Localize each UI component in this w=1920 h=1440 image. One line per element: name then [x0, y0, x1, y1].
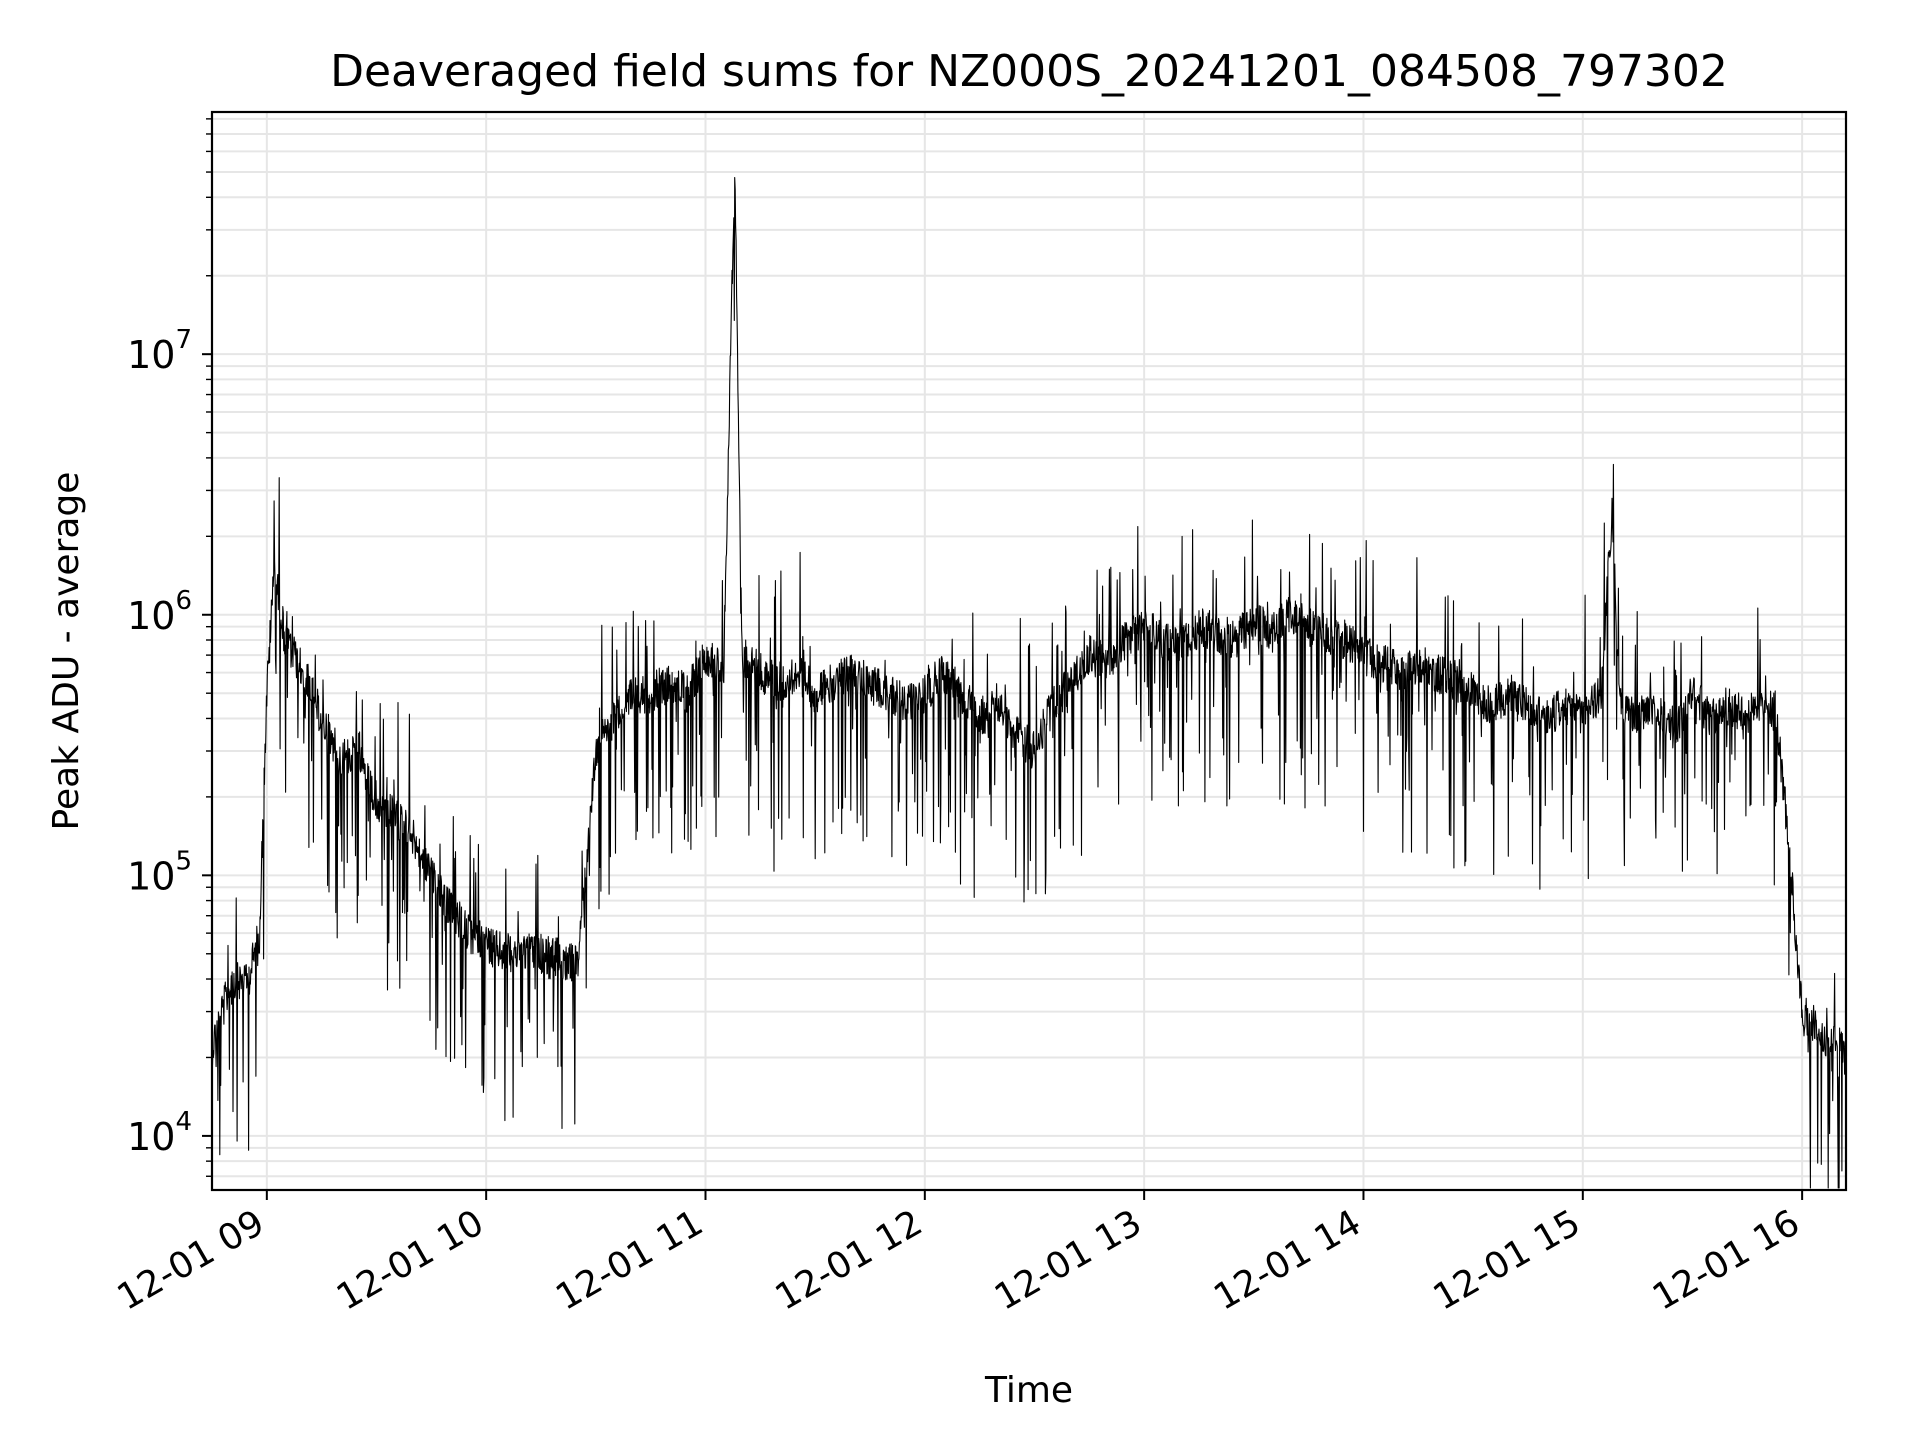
- y-tick-exponent: 5: [175, 846, 192, 876]
- plot-frame: [210, 110, 1848, 1192]
- y-tick-label: 106: [127, 586, 192, 638]
- y-tick-exponent: 6: [175, 586, 192, 616]
- y-tick-label: 107: [127, 325, 192, 377]
- y-tick-base: 10: [127, 854, 175, 898]
- y-tick-label: 105: [127, 846, 192, 898]
- y-tick-base: 10: [127, 333, 175, 377]
- y-tick-exponent: 7: [175, 325, 192, 355]
- y-axis-label: Peak ADU - average: [46, 472, 87, 831]
- chart-title: Deaveraged field sums for NZ000S_2024120…: [330, 46, 1728, 97]
- y-tick-label: 104: [127, 1107, 192, 1159]
- y-tick-base: 10: [127, 1115, 175, 1159]
- series-line: [212, 176, 1846, 1189]
- y-tick-base: 10: [127, 594, 175, 638]
- x-axis-label: Time: [984, 1370, 1073, 1411]
- y-tick-exponent: 4: [175, 1107, 192, 1137]
